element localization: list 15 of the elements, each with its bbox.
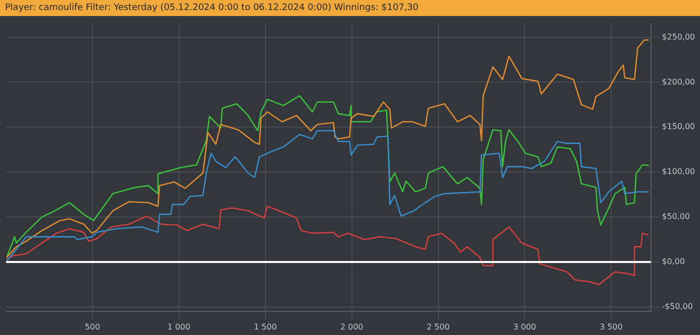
x-tick-label: 3 500 xyxy=(600,322,623,332)
y-tick-label: $50,00 xyxy=(662,212,690,222)
chart-title: Player: camoulife Filter: Yesterday (05.12.2024 0:00 to 06.12.2024 0:00) Winnings: $107,30 xyxy=(0,0,700,16)
y-tick-label: $0,00 xyxy=(662,257,685,266)
y-tick-label: $200,00 xyxy=(662,77,696,86)
y-tick-label: $150,00 xyxy=(662,122,696,132)
x-tick-label: 1 500 xyxy=(254,322,277,332)
x-tick-label: 2 000 xyxy=(340,322,364,332)
y-tick-label: $100,00 xyxy=(662,167,696,176)
x-tick-label: 3 000 xyxy=(513,322,536,332)
x-tick-label: 500 xyxy=(84,322,100,332)
y-tick-label: -$50,00 xyxy=(662,302,693,311)
y-tick-label: $250,00 xyxy=(662,32,696,42)
x-tick-label: 2 500 xyxy=(426,322,450,332)
x-tick-label: 1 000 xyxy=(167,322,190,332)
